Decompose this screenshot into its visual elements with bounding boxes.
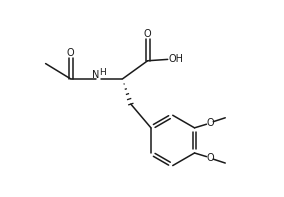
Text: O: O	[206, 118, 214, 128]
Text: O: O	[206, 153, 214, 163]
Text: N: N	[92, 70, 100, 80]
Text: O: O	[67, 48, 75, 58]
Text: O: O	[144, 29, 151, 39]
Text: OH: OH	[169, 54, 183, 64]
Text: H: H	[99, 68, 106, 77]
